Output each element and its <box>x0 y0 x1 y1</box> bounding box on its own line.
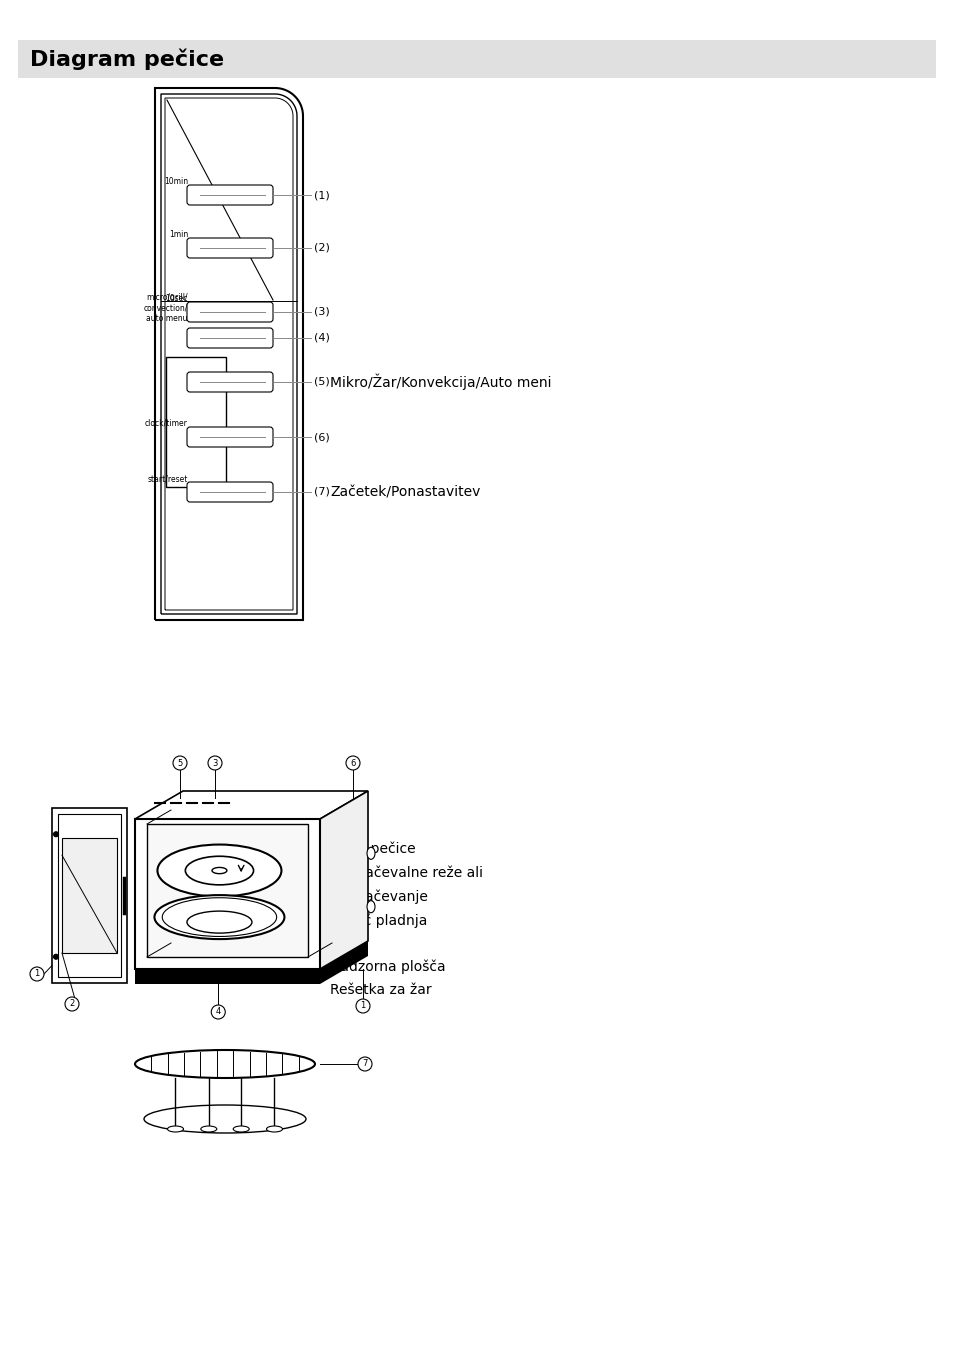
Ellipse shape <box>157 845 281 896</box>
FancyBboxPatch shape <box>147 825 308 957</box>
Text: 3: 3 <box>213 758 217 768</box>
Text: Prezračevalne reže ali: Prezračevalne reže ali <box>330 867 482 880</box>
FancyBboxPatch shape <box>187 238 273 259</box>
Ellipse shape <box>53 831 58 837</box>
Circle shape <box>357 1057 372 1071</box>
Text: 1: 1 <box>360 1002 365 1010</box>
Circle shape <box>346 756 359 770</box>
Text: Mikro/Žar/Konvekcija/Auto meni: Mikro/Žar/Konvekcija/Auto meni <box>330 374 551 390</box>
PathPatch shape <box>165 97 293 611</box>
Text: Diagram pečice: Diagram pečice <box>30 49 224 70</box>
Text: 5: 5 <box>177 758 182 768</box>
Text: 7: 7 <box>362 1059 367 1068</box>
Text: 2: 2 <box>70 999 74 1009</box>
Text: (7): (7) <box>314 487 330 497</box>
Text: 10sec: 10sec <box>166 294 188 303</box>
Ellipse shape <box>162 898 276 937</box>
Text: Rešetka za žar: Rešetka za žar <box>330 983 431 997</box>
FancyBboxPatch shape <box>187 482 273 502</box>
Text: clock/timer: clock/timer <box>145 418 188 428</box>
Ellipse shape <box>185 856 253 886</box>
Text: 6: 6 <box>350 758 355 768</box>
Text: prezračevanje: prezračevanje <box>330 890 429 904</box>
Ellipse shape <box>135 1049 314 1078</box>
Ellipse shape <box>53 955 58 959</box>
Text: (6): (6) <box>314 432 330 441</box>
Text: (3): (3) <box>314 307 330 317</box>
Circle shape <box>172 756 187 770</box>
Circle shape <box>211 1005 225 1020</box>
Ellipse shape <box>144 1105 306 1133</box>
FancyBboxPatch shape <box>52 808 127 983</box>
Text: (2): (2) <box>314 242 330 253</box>
Ellipse shape <box>266 1127 282 1132</box>
Circle shape <box>65 997 79 1011</box>
FancyBboxPatch shape <box>58 814 121 978</box>
FancyBboxPatch shape <box>187 427 273 447</box>
Text: 10min: 10min <box>164 177 188 185</box>
Text: start/reset: start/reset <box>148 474 188 483</box>
Circle shape <box>355 999 370 1013</box>
Text: Nadzorna plošča: Nadzorna plošča <box>330 959 445 974</box>
FancyBboxPatch shape <box>135 819 319 969</box>
Text: (5): (5) <box>314 376 330 387</box>
Text: Začetek/Ponastavitev: Začetek/Ponastavitev <box>330 485 480 500</box>
Ellipse shape <box>154 895 284 940</box>
FancyBboxPatch shape <box>187 328 273 348</box>
Text: 4: 4 <box>215 1007 221 1017</box>
Text: (1): (1) <box>314 190 330 200</box>
FancyBboxPatch shape <box>187 185 273 204</box>
Text: 1min: 1min <box>169 230 188 240</box>
Ellipse shape <box>200 1127 216 1132</box>
Text: (4): (4) <box>314 333 330 343</box>
Text: Okno pečice: Okno pečice <box>330 842 416 857</box>
FancyBboxPatch shape <box>187 372 273 393</box>
PathPatch shape <box>161 93 296 613</box>
Circle shape <box>30 967 44 982</box>
Text: micro/grill/
convection/
auto menu: micro/grill/ convection/ auto menu <box>144 294 188 324</box>
Ellipse shape <box>212 868 227 873</box>
Ellipse shape <box>233 1127 249 1132</box>
Polygon shape <box>319 791 368 969</box>
PathPatch shape <box>154 88 303 620</box>
Ellipse shape <box>187 911 252 933</box>
FancyBboxPatch shape <box>18 41 935 79</box>
FancyBboxPatch shape <box>166 357 226 487</box>
Ellipse shape <box>367 900 375 913</box>
FancyBboxPatch shape <box>62 838 117 953</box>
Circle shape <box>208 756 222 770</box>
FancyBboxPatch shape <box>135 969 319 984</box>
Ellipse shape <box>168 1127 183 1132</box>
FancyBboxPatch shape <box>187 302 273 322</box>
Polygon shape <box>135 791 368 819</box>
Polygon shape <box>319 941 368 984</box>
Text: 1: 1 <box>34 969 40 979</box>
Ellipse shape <box>367 848 375 860</box>
Text: Obroč pladnja: Obroč pladnja <box>330 914 427 929</box>
